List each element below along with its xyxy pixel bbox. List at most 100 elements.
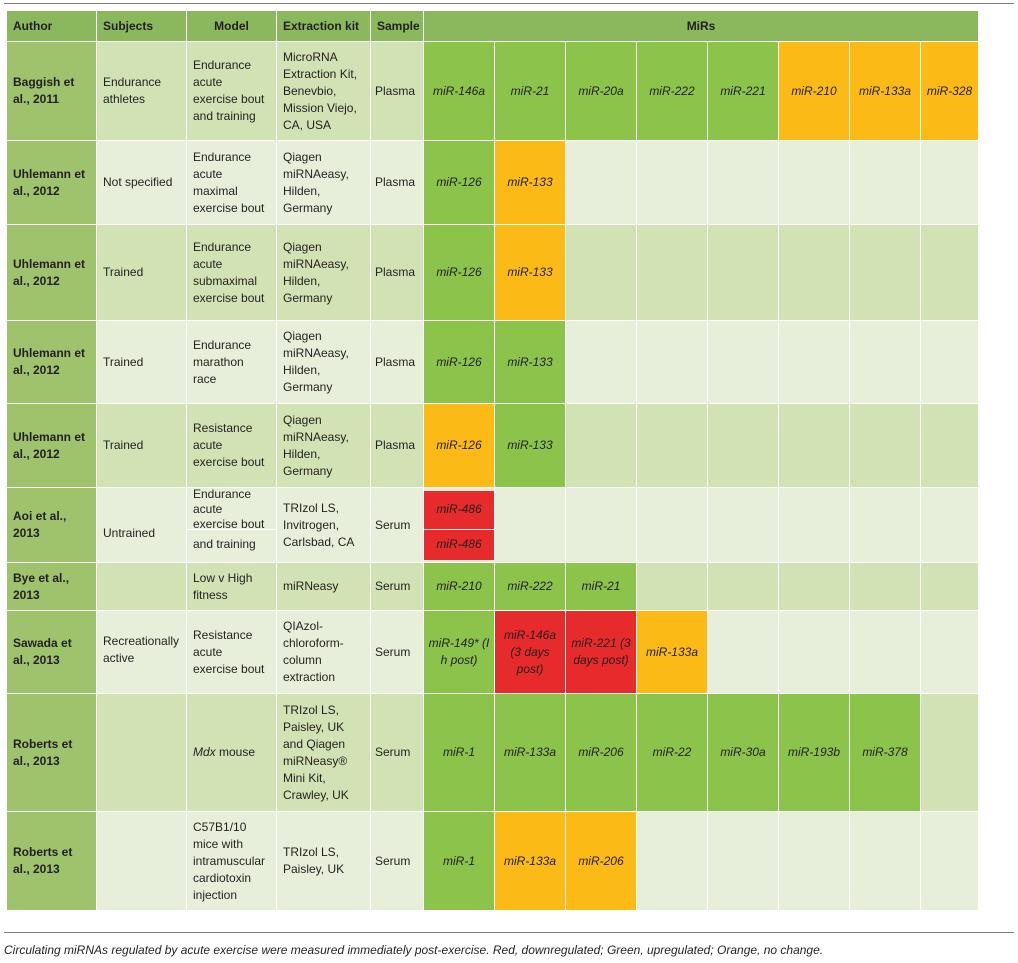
kit-cell: Qiagen miRNAeasy, Hilden, Germany <box>276 224 371 321</box>
subjects-cell <box>96 562 187 611</box>
sample-cell: Plasma <box>370 403 424 488</box>
author-cell: Baggish et al., 2011 <box>6 41 97 141</box>
empty-cell <box>919 224 980 321</box>
table-row: Roberts et al., 2013 Mdx mouse TRIzol LS… <box>6 693 980 812</box>
header-row: Author Subjects Model Extraction kit Sam… <box>6 10 980 42</box>
author-cell: Bye et al., 2013 <box>6 562 97 611</box>
mir-cell-up: miR-21 <box>494 41 566 141</box>
empty-cell <box>707 562 779 611</box>
mir-cell-up: miR-1 <box>423 693 495 812</box>
mir-cell-up: miR-133 <box>494 403 566 488</box>
empty-cell <box>849 562 921 611</box>
model-cell: Endurance acute submaximal exercise bout <box>186 224 277 321</box>
table-row: Uhlemann et al., 2012 Trained Endurance … <box>6 320 980 404</box>
model-cell: Endurance acute exercise bout and traini… <box>186 41 277 141</box>
table-row: Uhlemann et al., 2012 Not specified Endu… <box>6 140 980 225</box>
empty-cell <box>636 487 708 563</box>
empty-cell <box>636 224 708 321</box>
mir-cell-up: miR-20a <box>565 41 637 141</box>
mir-cell-up: miR-126 <box>423 140 495 225</box>
subjects-cell: Trained <box>96 403 187 488</box>
empty-cell <box>707 140 779 225</box>
author-cell: Roberts et al., 2013 <box>6 811 97 911</box>
empty-cell <box>919 140 980 225</box>
mir-cell-up: miR-126 <box>423 320 495 404</box>
empty-cell <box>778 224 850 321</box>
empty-cell <box>778 487 850 563</box>
empty-cell <box>919 403 980 488</box>
mir-cell-up: miR-126 <box>423 224 495 321</box>
model-italic: Mdx <box>193 745 216 759</box>
empty-cell <box>919 320 980 404</box>
mir-cell-no-change: miR-126 <box>423 403 495 488</box>
author-cell: Sawada et al., 2013 <box>6 610 97 694</box>
empty-cell <box>707 403 779 488</box>
empty-cell <box>565 403 637 488</box>
empty-cell <box>778 320 850 404</box>
author-cell: Uhlemann et al., 2012 <box>6 140 97 225</box>
model-cell: Resistance acute exercise bout <box>186 403 277 488</box>
subjects-cell: Recreationally active <box>96 610 187 694</box>
empty-cell <box>849 403 921 488</box>
empty-cell <box>636 562 708 611</box>
mir-cell-up: miR-222 <box>494 562 566 611</box>
empty-cell <box>778 811 850 911</box>
empty-cell <box>707 487 779 563</box>
subjects-cell: Not specified <box>96 140 187 225</box>
mir-cell-down: miR-221 (3 days post) <box>565 610 637 694</box>
empty-cell <box>849 811 921 911</box>
empty-cell <box>636 320 708 404</box>
subjects-cell: Trained <box>96 224 187 321</box>
empty-cell <box>778 140 850 225</box>
empty-cell <box>849 224 921 321</box>
mir-cell-no-change: miR-133a <box>849 41 921 141</box>
model-cell: Low v High fitness <box>186 562 277 611</box>
mir-cell-up: miR-193b <box>778 693 850 812</box>
empty-cell <box>565 320 637 404</box>
mir-cell-no-change: miR-210 <box>778 41 850 141</box>
subjects-cell: Untrained <box>96 487 187 563</box>
table-row: Sawada et al., 2013 Recreationally activ… <box>6 610 980 694</box>
model-cell: Endurance acute maximal exercise bout <box>186 140 277 225</box>
model-cell: C57B1/10 mice with intramuscular cardiot… <box>186 811 277 911</box>
table-caption: Circulating miRNAs regulated by acute ex… <box>4 932 1014 957</box>
mir-cell-up: miR-222 <box>636 41 708 141</box>
header-extraction-kit: Extraction kit <box>276 10 371 42</box>
empty-cell <box>778 562 850 611</box>
header-author: Author <box>6 10 97 42</box>
sample-cell: Plasma <box>370 320 424 404</box>
mir-split-cell: miR-486 miR-486 <box>423 487 495 563</box>
mir-cell-up: miR-378 <box>849 693 921 812</box>
empty-cell <box>919 811 980 911</box>
mir-cell-down: miR-486 <box>424 529 494 560</box>
table-figure: Author Subjects Model Extraction kit Sam… <box>4 3 1014 957</box>
empty-cell <box>778 403 850 488</box>
header-sample: Sample <box>370 10 424 42</box>
kit-cell: TRIzol LS, Invitrogen, Carlsbad, CA <box>276 487 371 563</box>
model-sub-bottom: and training <box>193 537 256 551</box>
kit-cell: miRNeasy <box>276 562 371 611</box>
header-model: Model <box>186 10 277 42</box>
model-cell: Mdx mouse <box>186 693 277 812</box>
empty-cell <box>565 224 637 321</box>
empty-cell <box>636 140 708 225</box>
table-row: Bye et al., 2013 Low v High fitness miRN… <box>6 562 980 611</box>
sample-cell: Serum <box>370 610 424 694</box>
mir-cell-up: miR-146a <box>423 41 495 141</box>
subjects-cell <box>96 811 187 911</box>
empty-cell <box>778 610 850 694</box>
sample-cell: Plasma <box>370 41 424 141</box>
author-cell: Uhlemann et al., 2012 <box>6 320 97 404</box>
header-mirs: MiRs <box>422 10 980 42</box>
kit-cell: QIAzol-chloroform-column extraction <box>276 610 371 694</box>
empty-cell <box>707 811 779 911</box>
mir-cell-no-change: miR-133a <box>636 610 708 694</box>
kit-cell: TRIzol LS, Paisley, UK and Qiagen miRNea… <box>276 693 371 812</box>
mir-cell-no-change: miR-328 <box>919 41 980 141</box>
empty-cell <box>707 320 779 404</box>
empty-cell <box>636 403 708 488</box>
sample-cell: Serum <box>370 811 424 911</box>
empty-cell <box>919 693 980 812</box>
model-cell: Endurance marathon race <box>186 320 277 404</box>
empty-cell <box>849 610 921 694</box>
